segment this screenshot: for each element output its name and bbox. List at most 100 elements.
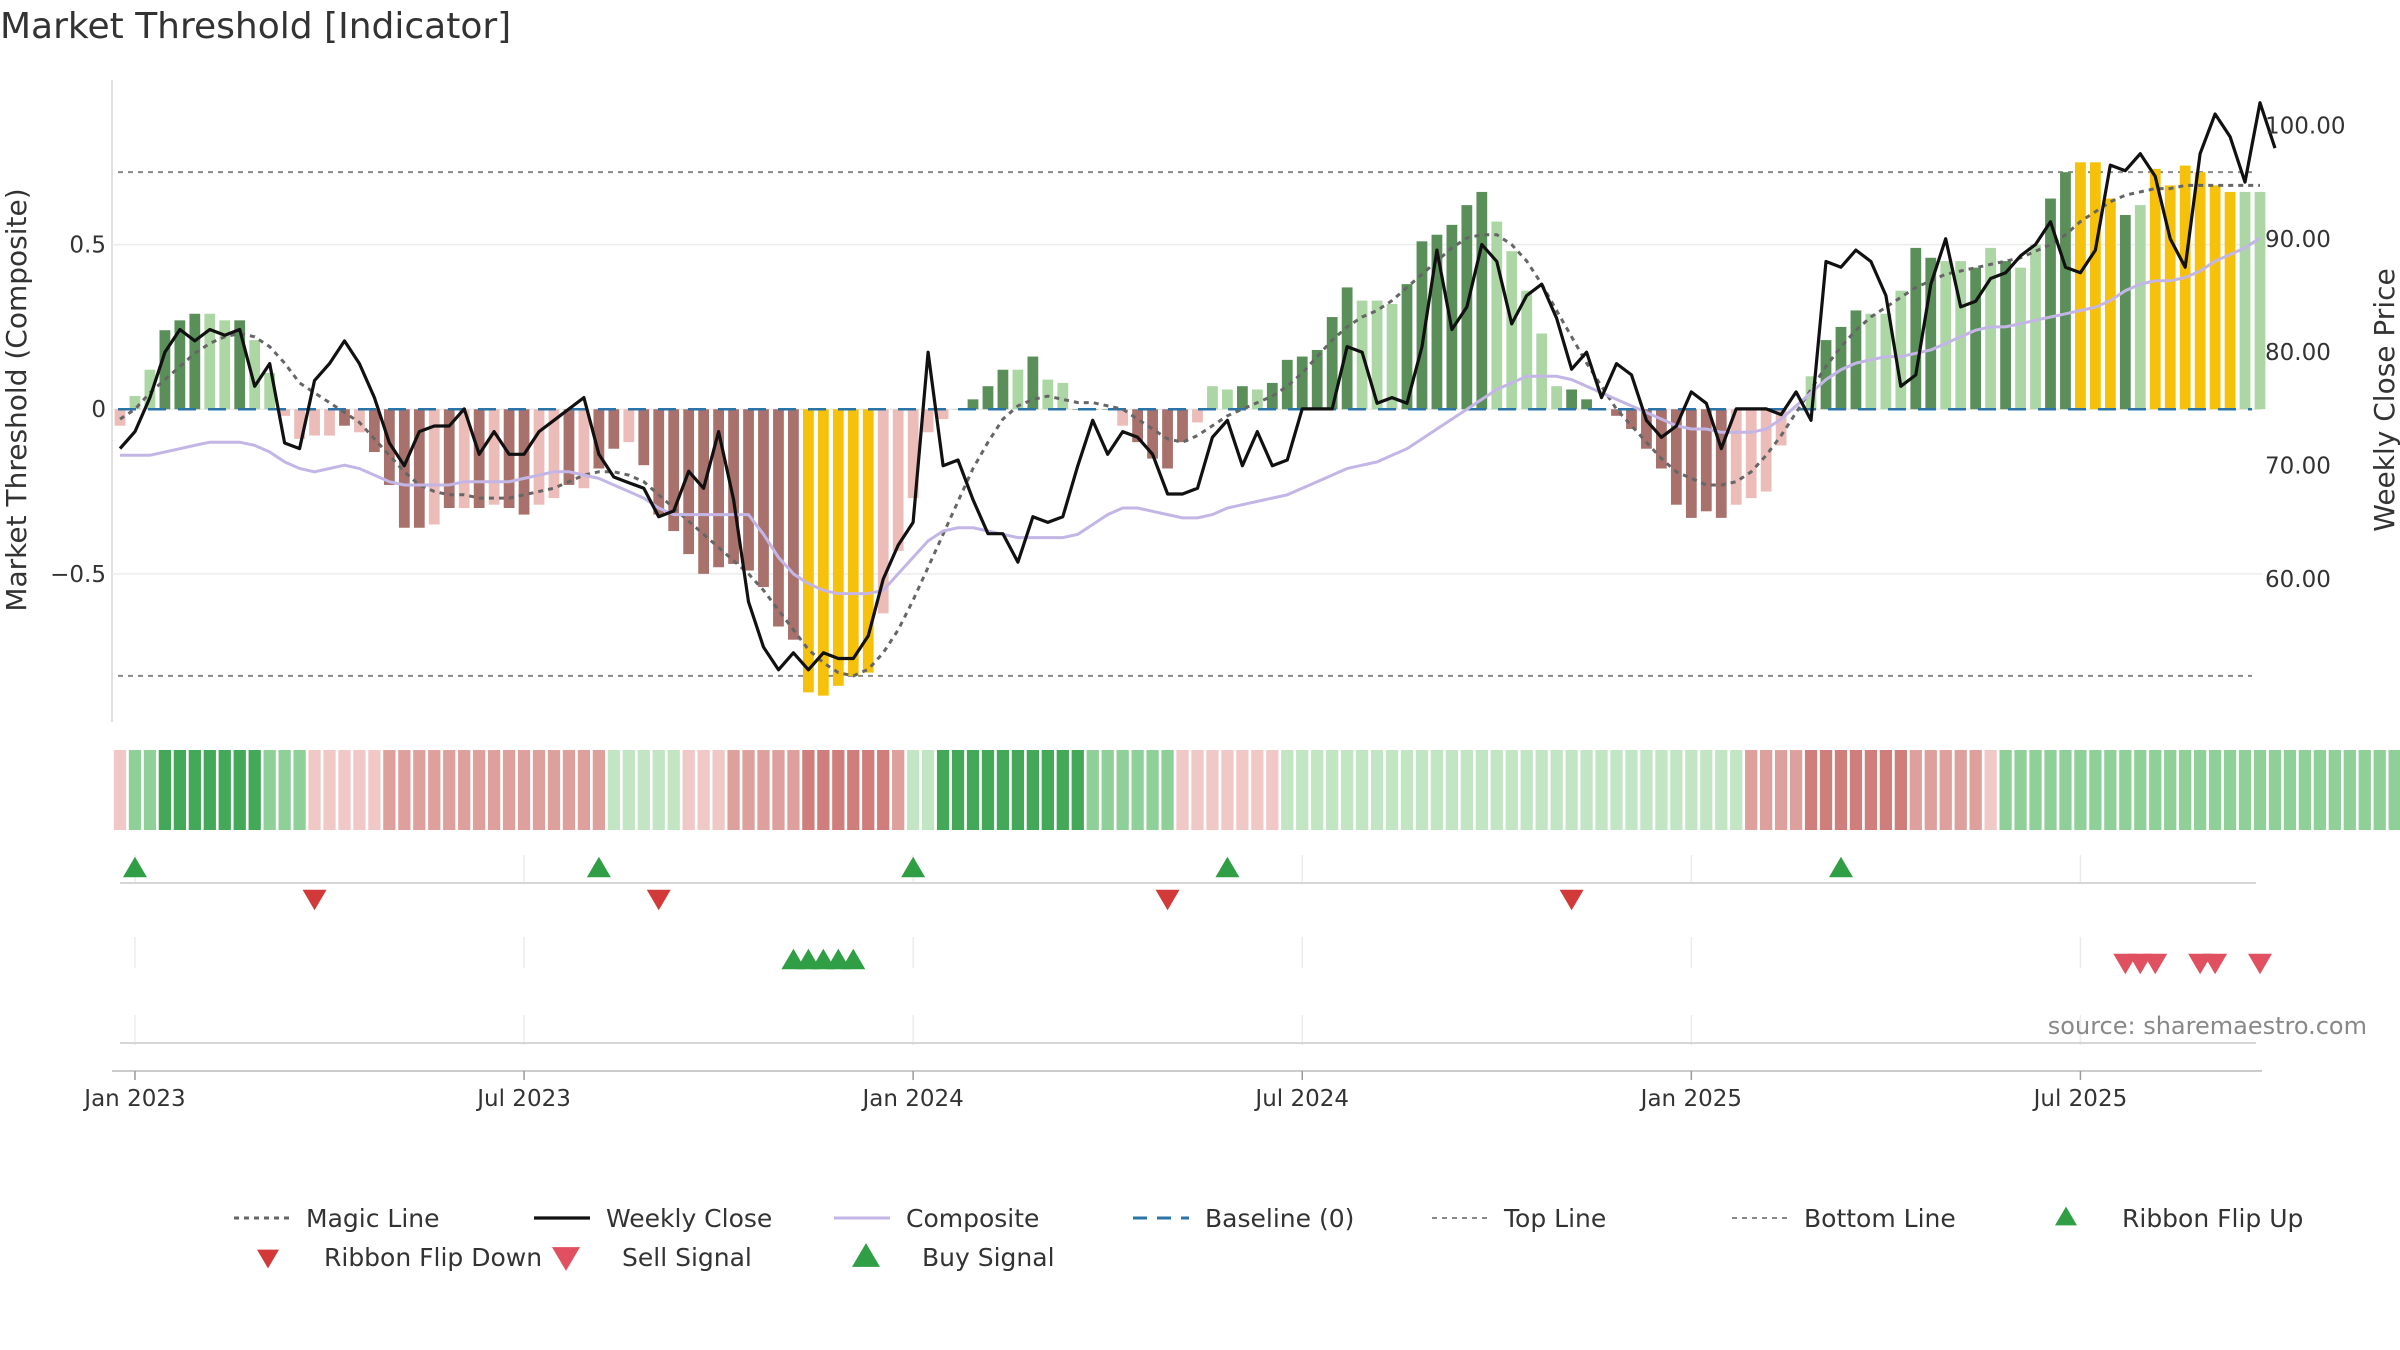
composite-bar [638, 409, 650, 466]
ribbon-cell [487, 750, 501, 830]
composite-bar [1296, 356, 1308, 410]
composite-bar [1132, 409, 1144, 443]
ribbon-cell [2343, 750, 2356, 830]
ribbon-cell [577, 750, 591, 830]
ribbon-cell [1745, 750, 1758, 830]
ribbon-cell [607, 750, 620, 830]
ribbon-cell [2164, 750, 2177, 830]
ribbon-cell [2283, 750, 2297, 830]
composite-bar [2254, 191, 2266, 410]
chart-title: Market Threshold [Indicator] [0, 6, 511, 47]
right-tick-label: 90.00 [2265, 227, 2331, 253]
left-axis-label: Market Threshold (Composite) [0, 188, 33, 611]
ribbon-cell [323, 750, 336, 830]
ribbon-cell [368, 750, 381, 830]
composite-bar [2000, 261, 2011, 410]
composite-bar [1326, 317, 1338, 410]
composite-bar [144, 369, 156, 410]
source-label: source: sharemaestro.com [2048, 1012, 2367, 1040]
composite-bar [683, 409, 695, 555]
legend-symbol [552, 1247, 580, 1271]
composite-bar [1910, 247, 1922, 410]
composite-bar [488, 409, 500, 505]
ribbon-cell [1550, 750, 1563, 830]
ribbon-cell [1311, 750, 1324, 830]
ribbon-cell [1460, 750, 1473, 830]
ribbon-cell [2029, 750, 2042, 830]
composite-bar [339, 409, 350, 426]
composite-bar [713, 409, 724, 568]
composite-bar [1536, 333, 1548, 410]
ribbon-cell [143, 750, 157, 830]
composite-bar [1117, 409, 1129, 426]
legend-item: Buy Signal [852, 1243, 1055, 1272]
composite-bar [1865, 313, 1877, 410]
ribbon-cell [2074, 750, 2087, 830]
ribbon-cell [1206, 750, 1219, 830]
ribbon-cell [802, 750, 815, 830]
ribbon-cell [727, 750, 740, 830]
composite-bar [1521, 290, 1533, 410]
ribbon-cell [1879, 750, 1893, 830]
ribbon-cell [1116, 750, 1129, 830]
composite-bar [1970, 267, 1982, 410]
legend-item: Ribbon Flip Up [2055, 1204, 2303, 1233]
composite-bar [1311, 349, 1323, 410]
composite-bar [967, 399, 979, 410]
legend-label: Bottom Line [1804, 1204, 1956, 1233]
composite-bar [773, 409, 784, 627]
ribbon-cell [1385, 750, 1399, 830]
composite-bar [458, 409, 470, 508]
ribbon-cell [1490, 750, 1503, 830]
composite-bar [2194, 172, 2206, 410]
ribbon-cell [1026, 750, 1040, 830]
ribbon-cell [173, 750, 186, 830]
ribbon-cell [1864, 750, 1878, 830]
composite-bar [2119, 214, 2131, 410]
legend-item: Top Line [1432, 1204, 1606, 1233]
ribbon-cell [892, 750, 905, 830]
composite-bar [997, 369, 1009, 410]
composite-bar [369, 409, 380, 453]
composite-bar [2045, 198, 2056, 410]
right-axis-ticks: 100.00 90.00 80.00 70.00 60.00 [2265, 113, 2345, 593]
ribbon-cell [2388, 750, 2400, 830]
composite-bar [1401, 284, 1413, 410]
ribbon-cell [862, 750, 875, 830]
ribbon-cell [742, 750, 755, 830]
legend: Magic Line Weekly Close Composite Baseline … [234, 1204, 2303, 1272]
composite-bar [1236, 386, 1248, 410]
ribbon-cell [847, 750, 860, 830]
composite-bar [2060, 172, 2071, 410]
ribbon-cell [1999, 750, 2012, 830]
composite-bar [1416, 241, 1428, 410]
composite-bar [862, 409, 874, 673]
composite-bar [1281, 359, 1293, 410]
ribbon-cell [158, 750, 172, 830]
composite-bar [1850, 310, 1862, 410]
ribbon-cell [1326, 750, 1339, 830]
composite-bar [443, 409, 455, 508]
ribbon-cell [1640, 750, 1653, 830]
ribbon-cell [981, 750, 995, 830]
ribbon-cell [308, 750, 321, 830]
x-tick-label: Jan 2023 [82, 1086, 185, 1112]
composite-bar [1775, 409, 1787, 446]
composite-bar [922, 409, 934, 433]
composite-bar [937, 409, 949, 420]
composite-bar [1566, 389, 1577, 410]
ribbon-cell [2238, 750, 2252, 830]
ribbon-cell [2373, 750, 2386, 830]
composite-bar [1641, 409, 1652, 449]
legend-symbol [852, 1243, 880, 1267]
ribbon-cell [562, 750, 576, 830]
composite-bar [2075, 162, 2086, 410]
ribbon-cell [1071, 750, 1084, 830]
composite-bar [219, 320, 231, 410]
legend-item: Weekly Close [534, 1204, 772, 1233]
composite-bar [2104, 198, 2116, 410]
ribbon-cell [1131, 750, 1144, 830]
ribbon-cell [1251, 750, 1264, 830]
composite-bar [1371, 300, 1383, 410]
composite-bars [114, 162, 2266, 696]
